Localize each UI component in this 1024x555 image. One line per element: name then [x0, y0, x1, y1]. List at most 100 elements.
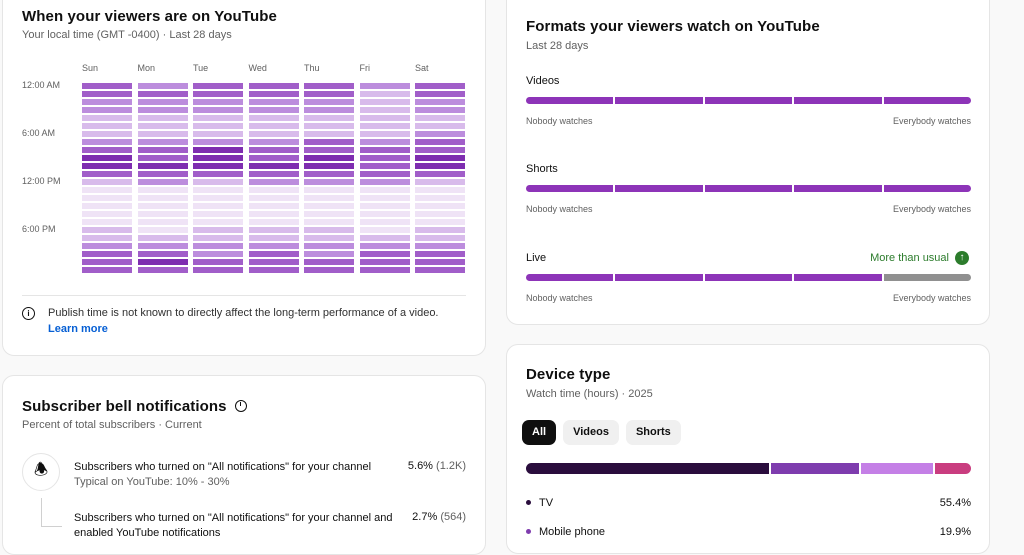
heatmap-cell[interactable] — [415, 251, 465, 257]
heatmap-cell[interactable] — [359, 211, 410, 217]
heatmap-cell[interactable] — [248, 195, 299, 201]
heatmap-cell[interactable] — [193, 211, 243, 217]
heatmap-cell[interactable] — [415, 267, 465, 273]
heatmap-cell[interactable] — [193, 91, 243, 97]
heatmap-cell[interactable] — [415, 187, 465, 193]
heatmap-cell[interactable] — [193, 99, 243, 105]
heatmap-cell[interactable] — [248, 267, 299, 273]
heatmap-cell[interactable] — [304, 131, 354, 137]
heatmap-cell[interactable] — [193, 115, 243, 121]
heatmap-cell[interactable] — [193, 219, 243, 225]
heatmap-cell[interactable] — [193, 195, 243, 201]
heatmap-cell[interactable] — [82, 163, 132, 169]
heatmap-cell[interactable] — [82, 131, 132, 137]
device-row[interactable]: Mobile phone 19.9% — [526, 526, 971, 538]
heatmap-cell[interactable] — [137, 163, 188, 169]
heatmap-cell[interactable] — [359, 259, 410, 265]
heatmap-cell[interactable] — [415, 99, 465, 105]
heatmap-cell[interactable] — [137, 211, 188, 217]
heatmap-cell[interactable] — [137, 139, 188, 145]
heatmap-cell[interactable] — [304, 243, 354, 249]
heatmap-cell[interactable] — [304, 155, 354, 161]
device-segment[interactable] — [935, 463, 971, 474]
heatmap-cell[interactable] — [415, 131, 465, 137]
heatmap-cell[interactable] — [82, 267, 132, 273]
heatmap-cell[interactable] — [248, 187, 299, 193]
heatmap-cell[interactable] — [359, 227, 410, 233]
heatmap-cell[interactable] — [82, 259, 132, 265]
learn-more-link[interactable]: Learn more — [48, 323, 108, 335]
heatmap-cell[interactable] — [304, 235, 354, 241]
heatmap-cell[interactable] — [248, 171, 299, 177]
heatmap-cell[interactable] — [82, 115, 132, 121]
heatmap-cell[interactable] — [137, 155, 188, 161]
heatmap-cell[interactable] — [248, 131, 299, 137]
heatmap-cell[interactable] — [359, 163, 410, 169]
heatmap-cell[interactable] — [82, 179, 132, 185]
heatmap-cell[interactable] — [359, 251, 410, 257]
heatmap-cell[interactable] — [359, 83, 410, 89]
heatmap-cell[interactable] — [359, 107, 410, 113]
heatmap-cell[interactable] — [137, 171, 188, 177]
heatmap-cell[interactable] — [82, 107, 132, 113]
heatmap-cell[interactable] — [137, 123, 188, 129]
heatmap-cell[interactable] — [359, 195, 410, 201]
heatmap-cell[interactable] — [304, 251, 354, 257]
heatmap-cell[interactable] — [82, 243, 132, 249]
heatmap-cell[interactable] — [359, 115, 410, 121]
heatmap-cell[interactable] — [248, 251, 299, 257]
heatmap-cell[interactable] — [82, 91, 132, 97]
heatmap-cell[interactable] — [359, 243, 410, 249]
heatmap-cell[interactable] — [304, 219, 354, 225]
heatmap-cell[interactable] — [304, 147, 354, 153]
heatmap-cell[interactable] — [193, 203, 243, 209]
heatmap-cell[interactable] — [359, 187, 410, 193]
heatmap-cell[interactable] — [359, 123, 410, 129]
heatmap-cell[interactable] — [415, 259, 465, 265]
heatmap-cell[interactable] — [193, 163, 243, 169]
heatmap-cell[interactable] — [248, 219, 299, 225]
heatmap-cell[interactable] — [359, 267, 410, 273]
heatmap-cell[interactable] — [193, 131, 243, 137]
heatmap-cell[interactable] — [137, 99, 188, 105]
heatmap-cell[interactable] — [304, 171, 354, 177]
heatmap-cell[interactable] — [137, 83, 188, 89]
heatmap-cell[interactable] — [359, 203, 410, 209]
heatmap-cell[interactable] — [193, 251, 243, 257]
heatmap-cell[interactable] — [304, 259, 354, 265]
heatmap-cell[interactable] — [415, 107, 465, 113]
heatmap-cell[interactable] — [248, 163, 299, 169]
heatmap-cell[interactable] — [415, 163, 465, 169]
heatmap-cell[interactable] — [193, 187, 243, 193]
heatmap-cell[interactable] — [359, 139, 410, 145]
heatmap-cell[interactable] — [415, 219, 465, 225]
heatmap-cell[interactable] — [137, 107, 188, 113]
heatmap-cell[interactable] — [248, 235, 299, 241]
heatmap-cell[interactable] — [304, 267, 354, 273]
clock-icon[interactable] — [234, 400, 247, 412]
heatmap-cell[interactable] — [193, 155, 243, 161]
heatmap-cell[interactable] — [359, 219, 410, 225]
heatmap-cell[interactable] — [137, 147, 188, 153]
heatmap-cell[interactable] — [304, 123, 354, 129]
heatmap-cell[interactable] — [415, 227, 465, 233]
heatmap-cell[interactable] — [137, 187, 188, 193]
heatmap-cell[interactable] — [304, 227, 354, 233]
heatmap-cell[interactable] — [82, 211, 132, 217]
heatmap-cell[interactable] — [304, 179, 354, 185]
chip-all[interactable]: All — [522, 420, 557, 445]
heatmap-cell[interactable] — [248, 115, 299, 121]
heatmap-cell[interactable] — [304, 163, 354, 169]
heatmap-cell[interactable] — [137, 115, 188, 121]
heatmap-cell[interactable] — [82, 147, 132, 153]
heatmap-cell[interactable] — [82, 99, 132, 105]
heatmap-cell[interactable] — [82, 171, 132, 177]
heatmap-cell[interactable] — [193, 171, 243, 177]
heatmap-cell[interactable] — [359, 131, 410, 137]
heatmap-cell[interactable] — [415, 115, 465, 121]
device-segment[interactable] — [771, 463, 859, 474]
heatmap-cell[interactable] — [415, 195, 465, 201]
heatmap-cell[interactable] — [193, 139, 243, 145]
heatmap-cell[interactable] — [193, 243, 243, 249]
heatmap-cell[interactable] — [248, 179, 299, 185]
